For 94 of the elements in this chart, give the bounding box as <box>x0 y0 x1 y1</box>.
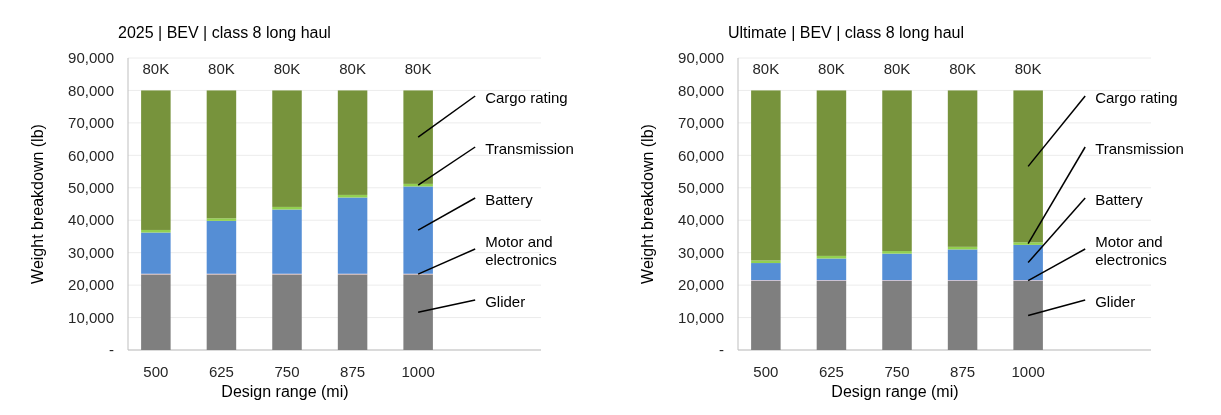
bar <box>141 274 171 350</box>
total-label: 80K <box>339 60 366 78</box>
y-tick-label: 90,000 <box>678 49 724 67</box>
total-label: 80K <box>404 60 432 78</box>
bar <box>947 280 978 350</box>
bar <box>272 209 302 274</box>
bar <box>141 90 171 230</box>
y-tick-label: 40,000 <box>678 211 724 229</box>
bar <box>337 274 368 350</box>
x-tick-label: 625 <box>208 363 234 380</box>
y-tick-label: - <box>109 341 114 359</box>
total-label: 80K <box>208 60 235 78</box>
x-axis-title: Design range (mi) <box>221 383 349 400</box>
text: Motor and electronics <box>1095 233 1167 269</box>
bar <box>1013 242 1043 245</box>
y-tick-label: 20,000 <box>678 276 724 294</box>
total-label: 80K <box>949 60 976 78</box>
bar <box>337 90 368 195</box>
bar <box>1013 280 1043 350</box>
x-tick-label: 750 <box>884 363 910 380</box>
x-tick-label: 500 <box>143 363 169 380</box>
bar <box>882 251 912 254</box>
bar <box>816 280 847 350</box>
x-tick-label: 625 <box>818 363 844 380</box>
bar <box>403 90 433 184</box>
text: Motor and electronics <box>485 233 557 269</box>
total-label: 80K <box>1014 60 1042 78</box>
text: Battery <box>1095 191 1144 209</box>
x-tick-label: 875 <box>340 363 366 380</box>
bar <box>816 255 847 259</box>
x-tick-label: 500 <box>753 363 779 380</box>
y-tick-label: 50,000 <box>68 179 114 197</box>
bar <box>1013 90 1043 243</box>
bar <box>272 206 302 210</box>
bar <box>882 280 912 350</box>
total-label: 80K <box>818 60 845 78</box>
bar <box>751 280 781 350</box>
bar <box>882 90 912 252</box>
y-tick-label: 30,000 <box>68 243 114 261</box>
text: Transmission <box>1095 140 1184 158</box>
y-tick-label: 20,000 <box>68 276 114 294</box>
bar <box>403 186 433 274</box>
chart-title: Ultimate | BEV | class 8 long haul <box>728 24 964 41</box>
total-label: 80K <box>273 60 301 78</box>
y-tick-label: 30,000 <box>678 243 724 261</box>
bar <box>403 274 433 350</box>
y-tick-label: 90,000 <box>68 49 114 67</box>
bar <box>141 229 171 233</box>
x-axis-title: Design range (mi) <box>831 383 959 400</box>
bar <box>337 197 368 274</box>
y-tick-label: 60,000 <box>678 146 724 164</box>
bar <box>206 90 237 219</box>
bar <box>1013 244 1043 281</box>
bar <box>816 90 847 256</box>
bar <box>947 90 978 247</box>
y-tick-label: 80,000 <box>678 81 724 99</box>
y-tick-label: 60,000 <box>68 146 114 164</box>
y-tick-label: 70,000 <box>68 114 114 132</box>
y-tick-label: 40,000 <box>68 211 114 229</box>
bar <box>751 263 781 281</box>
text: Transmission <box>485 140 574 158</box>
text: Cargo rating <box>1095 89 1178 107</box>
x-tick-label: 750 <box>274 363 300 380</box>
text: Cargo rating <box>485 89 568 107</box>
bar <box>206 220 237 274</box>
text: Glider <box>485 293 526 311</box>
bar <box>882 253 912 281</box>
x-tick-label: 1000 <box>1011 363 1045 380</box>
bar <box>272 90 302 207</box>
x-tick-label: 875 <box>950 363 976 380</box>
y-axis-title: Weight breakdown (lb) <box>29 124 46 284</box>
bar <box>141 232 171 274</box>
y-tick-label: 50,000 <box>678 179 724 197</box>
y-tick-label: 10,000 <box>678 308 724 326</box>
bar <box>816 258 847 281</box>
bar <box>751 260 781 264</box>
text: Battery <box>485 191 534 209</box>
x-tick-label: 1000 <box>401 363 435 380</box>
bar <box>272 274 302 350</box>
y-tick-label: 80,000 <box>68 81 114 99</box>
bar <box>947 249 978 281</box>
y-tick-label: - <box>719 341 724 359</box>
bar <box>206 218 237 221</box>
total-label: 80K <box>752 60 780 78</box>
total-label: 80K <box>883 60 911 78</box>
chart-title: 2025 | BEV | class 8 long haul <box>118 24 331 41</box>
text: Glider <box>1095 293 1136 311</box>
y-tick-label: 70,000 <box>678 114 724 132</box>
bar <box>751 90 781 261</box>
bar <box>206 274 237 350</box>
y-tick-label: 10,000 <box>68 308 114 326</box>
bar <box>337 194 368 198</box>
y-axis-title: Weight breakdown (lb) <box>639 124 656 284</box>
total-label: 80K <box>142 60 170 78</box>
